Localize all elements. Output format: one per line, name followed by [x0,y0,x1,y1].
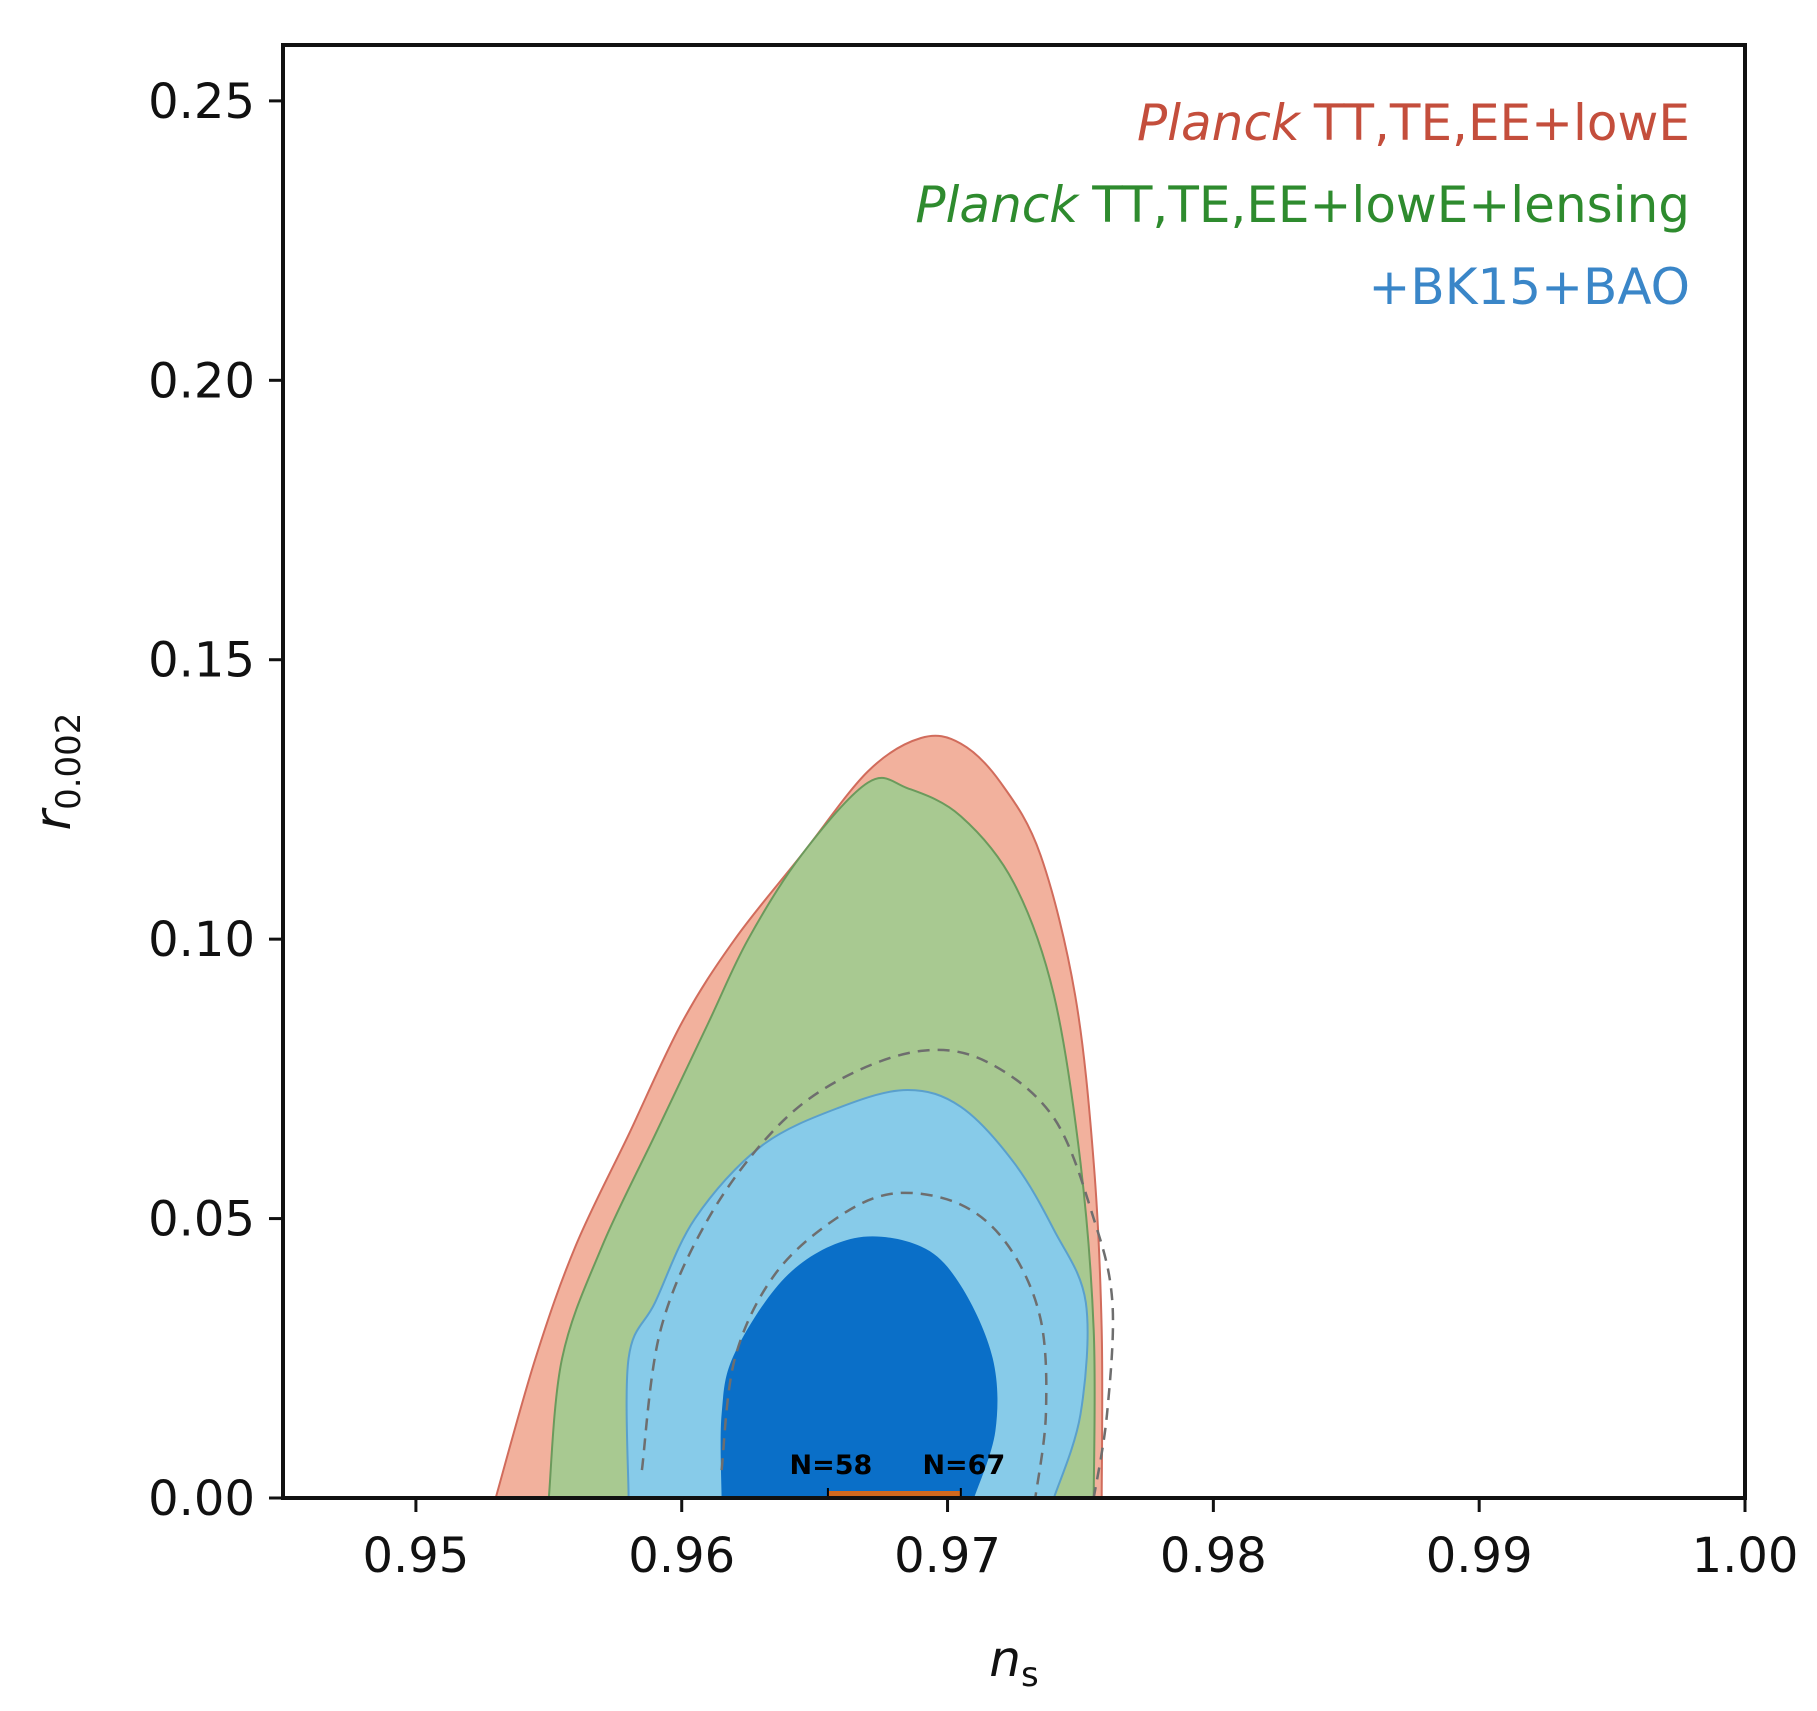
y-tick-label: 0.25 [148,74,255,130]
x-axis-ticks: 0.95 0.96 0.97 0.98 0.99 1.00 [362,1498,1798,1584]
x-tick-label: 0.97 [894,1528,1001,1584]
y-tick-label: 0.15 [148,633,255,689]
x-axis-label-main: n [989,1630,1021,1688]
y-tick-label: 0.05 [148,1192,255,1248]
legend-entry-3: +BK15+BAO [1369,258,1690,316]
legend: Planck TT,TE,EE+lowE Planck TT,TE,EE+lowE+… [915,94,1690,316]
legend-entry-1: Planck TT,TE,EE+lowE [1137,94,1690,152]
x-axis-label: ns [989,1630,1038,1695]
y-axis-label-sub: 0.002 [49,713,89,810]
y-tick-label: 0.10 [148,912,255,968]
legend-entry-1-italic: Planck [1137,94,1302,152]
plot-frame [281,43,1747,1500]
dashed-contour-1 [640,1048,1115,1498]
y-axis-label-main: r [24,806,82,830]
x-axis-label-sub: s [1021,1655,1039,1695]
legend-entry-2-italic: Planck [915,176,1080,234]
x-tick-label: 0.95 [362,1528,469,1584]
n-marker-label-2: N=67 [922,1450,1005,1481]
series-3-contour-68 [720,1236,998,1498]
legend-entry-2-rest: TT,TE,EE+lowE+lensing [1091,176,1690,234]
plot-area: N=58 N=67 [494,734,1115,1498]
legend-entry-1-rest: TT,TE,EE+lowE [1313,94,1690,152]
legend-entry-3-text: +BK15+BAO [1369,258,1690,316]
n-marker-label-1: N=58 [790,1450,873,1481]
x-tick-label: 0.98 [1160,1528,1267,1584]
legend-entry-2: Planck TT,TE,EE+lowE+lensing [915,176,1690,234]
y-axis-ticks: 0.00 0.05 0.10 0.15 0.20 0.25 [148,74,283,1527]
x-tick-label: 0.96 [628,1528,735,1584]
x-tick-label: 0.99 [1426,1528,1533,1584]
y-tick-label: 0.20 [148,353,255,409]
dashed-contour-2 [720,1191,1048,1498]
x-tick-label: 1.00 [1692,1528,1799,1584]
y-tick-label: 0.00 [148,1471,255,1527]
y-axis-label: r0.002 [24,713,89,831]
